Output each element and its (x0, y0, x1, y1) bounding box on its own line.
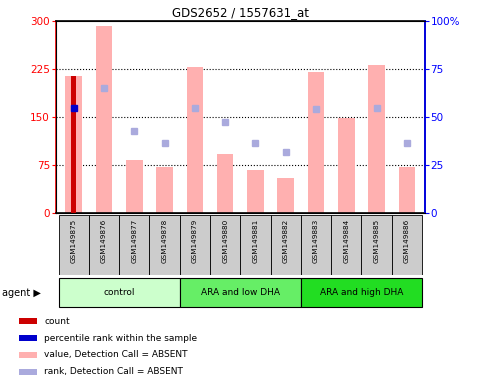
Bar (361, 215, 392, 275)
Bar (241, 215, 270, 275)
Title: GDS2652 / 1557631_at: GDS2652 / 1557631_at (172, 5, 309, 18)
Text: ARA and low DHA: ARA and low DHA (201, 288, 280, 297)
Text: GSM149886: GSM149886 (404, 219, 410, 263)
Bar (392, 215, 422, 275)
Text: ARA and high DHA: ARA and high DHA (320, 288, 403, 297)
Bar (19, 318, 37, 324)
Text: GSM149875: GSM149875 (71, 219, 77, 263)
Bar (368, 65, 385, 213)
Bar (270, 215, 301, 275)
Bar (19, 352, 37, 358)
Text: GSM149877: GSM149877 (131, 219, 137, 263)
Bar (71, 76, 76, 213)
Text: agent ▶: agent ▶ (2, 288, 41, 298)
Bar (19, 335, 37, 341)
Bar (65, 76, 82, 213)
Bar (89, 215, 119, 275)
Text: GSM149885: GSM149885 (373, 219, 380, 263)
Bar (398, 167, 415, 213)
Bar (210, 215, 241, 275)
Bar (119, 215, 149, 275)
Bar (338, 118, 355, 213)
Bar (308, 72, 325, 213)
Bar (58, 278, 180, 308)
Bar (19, 369, 37, 375)
Bar (126, 160, 142, 213)
Bar (180, 278, 301, 308)
Text: GSM149878: GSM149878 (162, 219, 168, 263)
Bar (301, 278, 422, 308)
Text: GSM149884: GSM149884 (343, 219, 349, 263)
Bar (217, 154, 233, 213)
Text: GSM149882: GSM149882 (283, 219, 289, 263)
Text: GSM149881: GSM149881 (253, 219, 258, 263)
Text: value, Detection Call = ABSENT: value, Detection Call = ABSENT (44, 351, 188, 359)
Text: GSM149883: GSM149883 (313, 219, 319, 263)
Text: percentile rank within the sample: percentile rank within the sample (44, 334, 198, 343)
Bar (277, 178, 294, 213)
Text: GSM149876: GSM149876 (101, 219, 107, 263)
Text: count: count (44, 317, 70, 326)
Text: control: control (103, 288, 135, 297)
Bar (180, 215, 210, 275)
Bar (96, 26, 113, 213)
Text: GSM149879: GSM149879 (192, 219, 198, 263)
Bar (247, 170, 264, 213)
Bar (58, 215, 89, 275)
Bar (301, 215, 331, 275)
Bar (186, 67, 203, 213)
Text: rank, Detection Call = ABSENT: rank, Detection Call = ABSENT (44, 367, 184, 376)
Text: GSM149880: GSM149880 (222, 219, 228, 263)
Bar (149, 215, 180, 275)
Bar (156, 167, 173, 213)
Bar (331, 215, 361, 275)
